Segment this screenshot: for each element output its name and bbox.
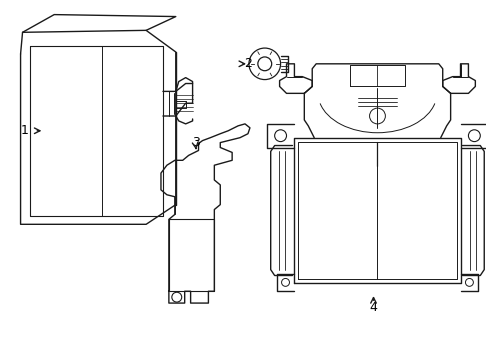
Text: 4: 4 [369,301,377,315]
Text: 1: 1 [20,124,28,137]
Text: 3: 3 [191,136,199,149]
Text: 2: 2 [244,57,251,70]
